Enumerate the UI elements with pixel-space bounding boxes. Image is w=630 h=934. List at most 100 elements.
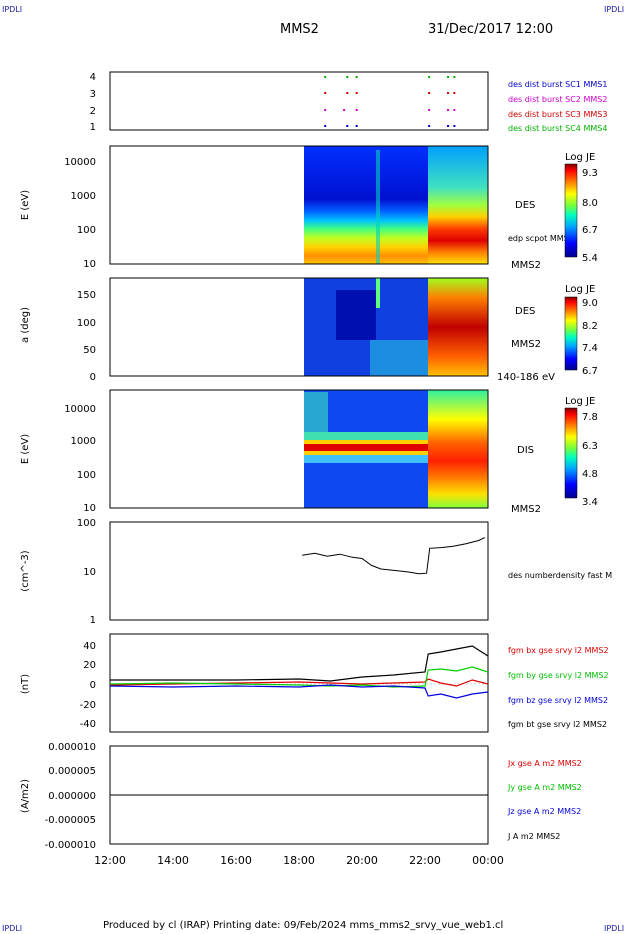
des-pitch-ytick: 0 <box>90 372 96 383</box>
des-pitch-frame <box>109 277 489 377</box>
bz-line <box>109 684 489 699</box>
density-ytick: 10 <box>83 567 96 578</box>
burst-mark <box>447 76 450 78</box>
bt-line <box>110 645 489 682</box>
des-energy-ytick: 100 <box>77 225 96 236</box>
des-pitch-colorbar-tick: 6.7 <box>582 366 598 377</box>
burst-ytick: 2 <box>90 106 96 117</box>
burst-mark <box>428 109 431 111</box>
dis-energy-ytick: 1000 <box>71 436 96 447</box>
dis-energy-spectrum-late <box>428 390 488 508</box>
des-energy-colorbar-tick: 5.4 <box>582 253 598 264</box>
dis-energy-frame <box>109 389 489 509</box>
bfield-ytick: 40 <box>83 641 96 652</box>
burst-mark <box>346 92 349 94</box>
burst-mark <box>346 76 349 78</box>
current-ytick: 0.000005 <box>48 766 96 777</box>
des-energy-colorbar-tick: 9.3 <box>582 168 598 179</box>
des-energy-spectrum-early <box>304 146 428 264</box>
corner-label-bottom-left: IPDLI <box>2 924 23 933</box>
panel-des-energy: 10000 1000 100 10 E (eV) DES edp scpot M… <box>20 145 598 271</box>
time-tick: 22:00 <box>409 854 441 867</box>
dis-energy-band-1 <box>304 432 428 440</box>
panel-density: 100 10 1 (cm^-3) des numberdensity fast … <box>20 518 612 626</box>
dis-energy-band-2 <box>304 440 428 444</box>
burst-ytick: 4 <box>90 72 96 83</box>
burst-mark <box>453 125 456 127</box>
burst-mark <box>453 109 456 111</box>
time-tick: 20:00 <box>346 854 378 867</box>
burst-legend-mms3: des dist burst SC3 MMS3 <box>508 110 607 119</box>
bfield-legend-bz: fgm bz gse srvy l2 MMS2 <box>508 696 608 705</box>
burst-mark <box>447 92 450 94</box>
current-ytick: 0.000010 <box>48 742 96 753</box>
des-energy-colorbar <box>564 163 578 258</box>
panel-dis-energy: 10000 1000 100 10 E (eV) DIS MMS2 Log JE… <box>20 389 598 515</box>
burst-mark <box>324 92 327 94</box>
by-line <box>109 666 489 688</box>
dis-energy-colorbar-tick: 6.3 <box>582 441 598 452</box>
des-energy-colorbar-title: Log JE <box>565 152 595 163</box>
burst-mark <box>453 92 456 94</box>
burst-mark <box>355 125 358 127</box>
current-legend-jy: Jy gse A m2 MMS2 <box>507 783 582 792</box>
des-pitch-spacecraft: MMS2 <box>511 339 541 350</box>
density-ytick: 1 <box>90 615 96 626</box>
des-energy-colorbar-tick: 6.7 <box>582 225 598 236</box>
dis-energy-band-3 <box>304 444 428 451</box>
bfield-ytick: 0 <box>90 680 96 691</box>
density-frame <box>109 521 489 621</box>
des-energy-ytick: 10000 <box>64 157 96 168</box>
des-pitch-ytick: 150 <box>77 290 96 301</box>
time-tick: 18:00 <box>283 854 315 867</box>
des-pitch-colorbar <box>564 296 578 371</box>
density-ytick: 100 <box>77 518 96 529</box>
des-energy-ylabel: E (eV) <box>20 190 31 220</box>
panel-current: 0.000010 0.000005 0.000000 -0.000005 -0.… <box>20 742 582 851</box>
time-tick: 14:00 <box>157 854 189 867</box>
dis-energy-ytick: 10 <box>83 503 96 514</box>
density-line <box>302 537 486 575</box>
des-pitch-instrument: DES <box>515 306 535 317</box>
spacecraft-title: MMS2 <box>280 22 319 37</box>
current-ylabel: (A/m2) <box>20 779 31 813</box>
bfield-legend-bx: fgm bx gse srvy l2 MMS2 <box>508 646 609 655</box>
burst-legend-mms2: des dist burst SC2 MMS2 <box>508 95 607 104</box>
current-legend-j: J A m2 MMS2 <box>507 832 560 841</box>
des-energy-note: edp scpot MMS2 <box>508 234 574 243</box>
des-pitch-colorbar-tick: 9.0 <box>582 298 598 309</box>
bfield-legend-bt: fgm bt gse srvy l2 MMS2 <box>508 720 607 729</box>
burst-mark <box>428 76 431 78</box>
dis-energy-colorbar-tick: 3.4 <box>582 497 598 508</box>
datetime-title: 31/Dec/2017 12:00 <box>428 22 554 37</box>
dis-energy-ytick: 10000 <box>64 404 96 415</box>
corner-label-top-left: IPDLI <box>2 5 23 14</box>
des-pitch-energy-range: 140-186 eV <box>497 372 555 383</box>
bx-line <box>109 678 489 687</box>
des-energy-ytick: 1000 <box>71 191 96 202</box>
des-pitch-ytick: 100 <box>77 318 96 329</box>
dis-energy-instrument: DIS <box>517 445 534 456</box>
burst-mark <box>346 125 349 127</box>
burst-mark <box>324 109 327 111</box>
burst-mark <box>453 76 456 78</box>
current-legend-jx: Jx gse A m2 MMS2 <box>507 759 582 768</box>
des-pitch-colorbar-tick: 8.2 <box>582 321 598 332</box>
bfield-ytick: -40 <box>80 719 96 730</box>
des-pitch-dark-band <box>336 290 376 340</box>
bfield-ytick: 20 <box>83 660 96 671</box>
time-tick: 12:00 <box>94 854 126 867</box>
burst-frame <box>109 71 489 131</box>
dis-energy-colorbar-tick: 7.8 <box>582 412 598 423</box>
burst-legend-mms4: des dist burst SC4 MMS4 <box>508 124 607 133</box>
des-pitch-colorbar-tick: 7.4 <box>582 343 598 354</box>
des-energy-spectrum-late <box>428 146 488 264</box>
des-pitch-colorbar-title: Log JE <box>565 284 595 295</box>
des-pitch-spike <box>376 278 380 308</box>
burst-mark <box>343 109 346 111</box>
burst-marks <box>324 76 456 127</box>
burst-mark <box>355 109 358 111</box>
burst-mark <box>324 76 327 78</box>
density-lines <box>302 537 486 575</box>
